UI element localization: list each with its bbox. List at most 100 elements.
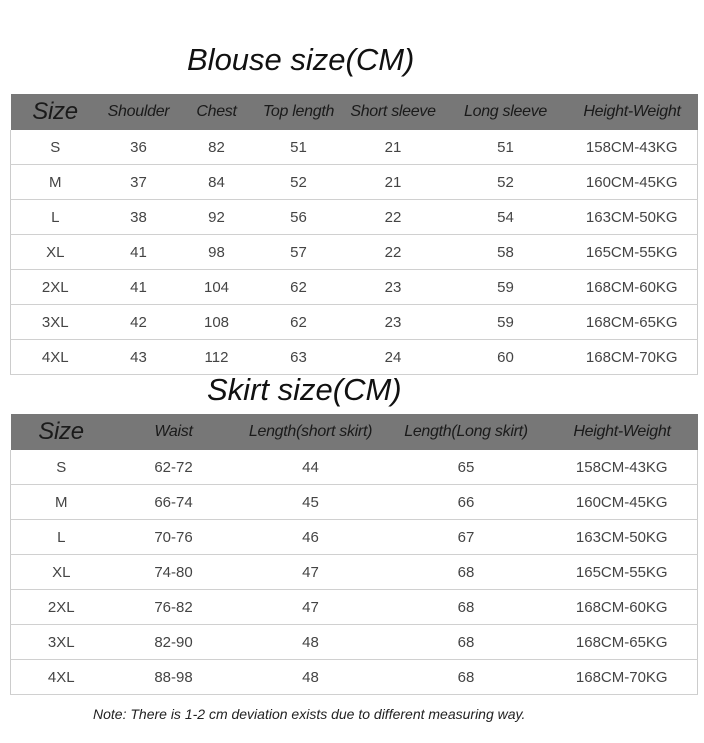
table-cell: 168CM-60KG	[566, 269, 698, 305]
table-row: 4XL 43 112 63 24 60 168CM-70KG	[10, 339, 698, 375]
table-cell: 47	[235, 554, 386, 590]
table-cell: 92	[177, 199, 256, 235]
skirt-title: Skirt size(CM)	[207, 372, 402, 407]
column-header: Shoulder	[99, 94, 178, 130]
table-cell: 163CM-50KG	[566, 199, 698, 235]
table-cell: 22	[341, 199, 445, 235]
column-header: Height-Weight	[566, 94, 698, 130]
table-cell: 44	[235, 450, 386, 485]
measurement-note: Note: There is 1-2 cm deviation exists d…	[93, 706, 526, 722]
table-cell: 158CM-43KG	[566, 130, 698, 165]
table-cell: 82	[177, 130, 256, 165]
column-header: Short sleeve	[341, 94, 445, 130]
table-cell: 168CM-65KG	[566, 304, 698, 340]
table-row: 4XL 88-98 48 68 168CM-70KG	[10, 659, 698, 695]
table-cell: 160CM-45KG	[566, 164, 698, 200]
table-cell: 168CM-70KG	[546, 659, 698, 695]
table-cell: 66	[385, 484, 547, 520]
table-cell: 58	[444, 234, 567, 270]
table-cell: XL	[10, 234, 100, 270]
table-cell: 62-72	[111, 450, 236, 485]
table-cell: 158CM-43KG	[546, 450, 698, 485]
table-cell: 62	[255, 269, 342, 305]
column-header: Size	[10, 414, 112, 450]
blouse-title: Blouse size(CM)	[187, 42, 415, 77]
table-cell: 21	[341, 130, 445, 165]
table-cell: 4XL	[10, 339, 100, 375]
table-cell: 38	[99, 199, 178, 235]
table-cell: 52	[444, 164, 567, 200]
table-cell: 42	[99, 304, 178, 340]
column-header: Chest	[177, 94, 256, 130]
table-cell: 23	[341, 304, 445, 340]
table-cell: 59	[444, 269, 567, 305]
table-cell: 45	[235, 484, 386, 520]
table-cell: 104	[177, 269, 256, 305]
table-cell: 36	[99, 130, 178, 165]
table-cell: 48	[235, 659, 386, 695]
table-cell: 168CM-60KG	[546, 589, 698, 625]
table-cell: 68	[385, 589, 547, 625]
table-cell: 62	[255, 304, 342, 340]
table-cell: 74-80	[111, 554, 236, 590]
table-cell: 57	[255, 234, 342, 270]
table-cell: 2XL	[10, 269, 100, 305]
table-row: 3XL 42 108 62 23 59 168CM-65KG	[10, 304, 698, 340]
table-cell: 68	[385, 624, 547, 660]
blouse-size-table: Size Shoulder Chest Top length Short sleeve L…	[10, 94, 698, 375]
table-cell: 163CM-50KG	[546, 519, 698, 555]
table-cell: 70-76	[111, 519, 236, 555]
table-cell: 22	[341, 234, 445, 270]
table-cell: 4XL	[10, 659, 112, 695]
table-cell: 168CM-70KG	[566, 339, 698, 375]
table-cell: 59	[444, 304, 567, 340]
table-cell: 41	[99, 234, 178, 270]
table-cell: 66-74	[111, 484, 236, 520]
table-cell: 2XL	[10, 589, 112, 625]
table-cell: 84	[177, 164, 256, 200]
table-row: M 66-74 45 66 160CM-45KG	[10, 484, 698, 520]
table-cell: 3XL	[10, 304, 100, 340]
table-cell: 23	[341, 269, 445, 305]
table-cell: M	[10, 484, 112, 520]
table-cell: 165CM-55KG	[546, 554, 698, 590]
column-header: Height-Weight	[546, 414, 698, 450]
table-cell: 3XL	[10, 624, 112, 660]
column-header: Waist	[111, 414, 236, 450]
table-cell: 108	[177, 304, 256, 340]
table-row: XL 74-80 47 68 165CM-55KG	[10, 554, 698, 590]
table-cell: 88-98	[111, 659, 236, 695]
table-cell: 46	[235, 519, 386, 555]
table-cell: 47	[235, 589, 386, 625]
table-row: M 37 84 52 21 52 160CM-45KG	[10, 164, 698, 200]
table-cell: 37	[99, 164, 178, 200]
table-cell: 165CM-55KG	[566, 234, 698, 270]
table-cell: S	[10, 130, 100, 165]
table-cell: 65	[385, 450, 547, 485]
table-cell: 48	[235, 624, 386, 660]
column-header: Length(short skirt)	[235, 414, 386, 450]
table-cell: 51	[255, 130, 342, 165]
table-row: XL 41 98 57 22 58 165CM-55KG	[10, 234, 698, 270]
table-cell: M	[10, 164, 100, 200]
table-cell: 82-90	[111, 624, 236, 660]
table-row: 3XL 82-90 48 68 168CM-65KG	[10, 624, 698, 660]
column-header: Length(Long skirt)	[385, 414, 547, 450]
table-cell: 98	[177, 234, 256, 270]
table-cell: 68	[385, 554, 547, 590]
table-row: L 70-76 46 67 163CM-50KG	[10, 519, 698, 555]
table-cell: 63	[255, 339, 342, 375]
skirt-size-table: Size Waist Length(short skirt) Length(Long …	[10, 414, 698, 695]
table-cell: 112	[177, 339, 256, 375]
table-cell: 76-82	[111, 589, 236, 625]
table-cell: 68	[385, 659, 547, 695]
table-cell: 43	[99, 339, 178, 375]
table-row: L 38 92 56 22 54 163CM-50KG	[10, 199, 698, 235]
table-cell: L	[10, 199, 100, 235]
table-cell: 54	[444, 199, 567, 235]
column-header: Long sleeve	[444, 94, 567, 130]
table-row: 2XL 41 104 62 23 59 168CM-60KG	[10, 269, 698, 305]
table-cell: 51	[444, 130, 567, 165]
table-cell: 67	[385, 519, 547, 555]
column-header: Size	[10, 94, 100, 130]
